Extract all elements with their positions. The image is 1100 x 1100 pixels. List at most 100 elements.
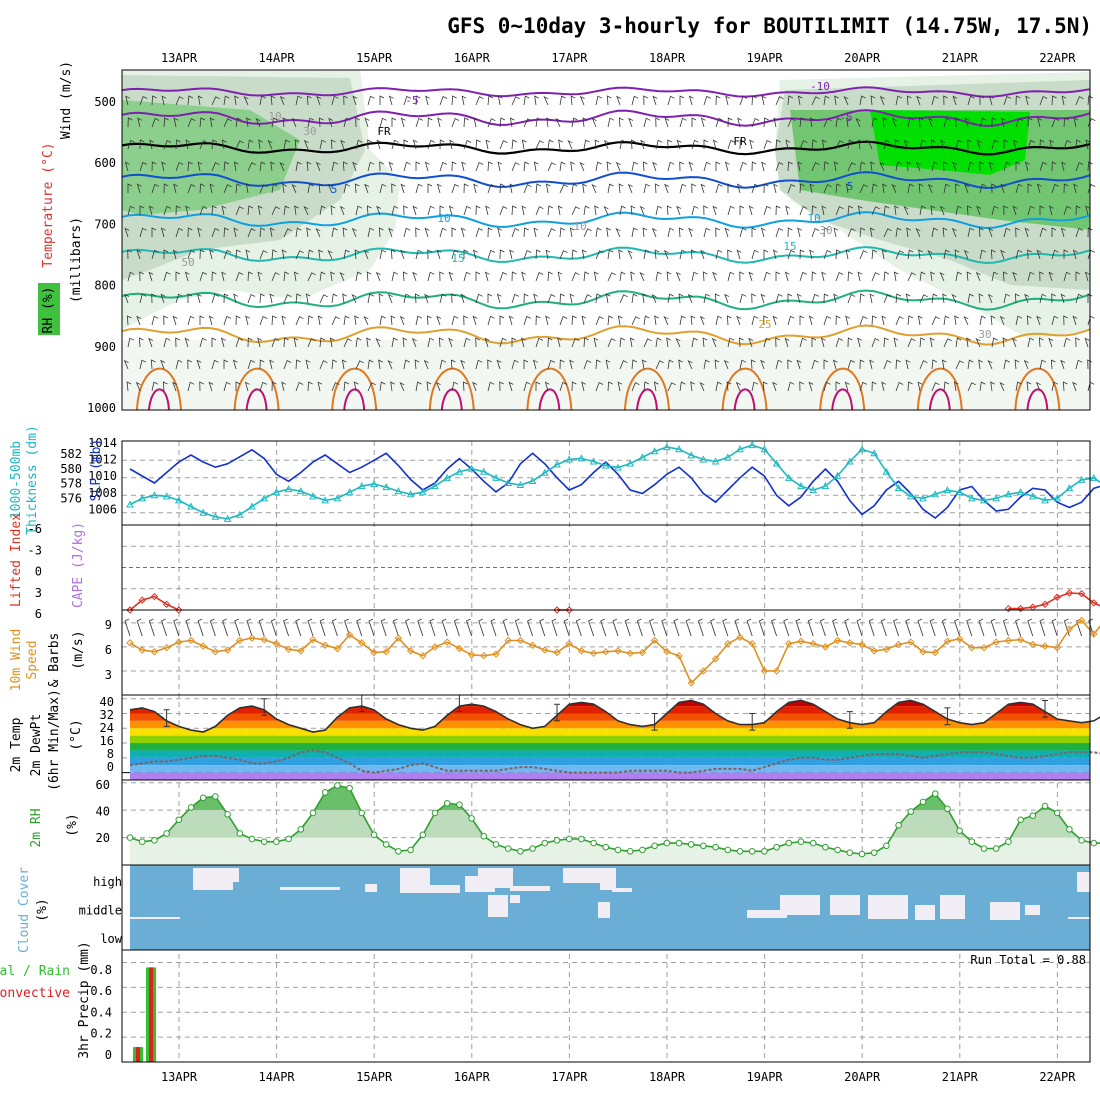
wind-barb (533, 227, 539, 238)
wind-barb (281, 315, 287, 326)
wind10-barb (649, 618, 656, 637)
wind-barb (306, 161, 312, 172)
wind-barb (353, 381, 359, 392)
wind-barb (667, 95, 675, 106)
wind-barb (667, 382, 676, 392)
wind-barb (136, 315, 142, 326)
wind-barb (379, 95, 385, 105)
wind-barb (364, 183, 370, 194)
wind-barb (1084, 271, 1090, 282)
wind-barb (643, 315, 650, 326)
wind-barb (375, 337, 381, 348)
wind-barb (342, 161, 348, 172)
wind-barb (1072, 381, 1078, 392)
wind10-barb (551, 618, 558, 637)
wind-barb (127, 139, 135, 150)
precip-conv-bar (136, 1047, 140, 1062)
wind-barb (823, 118, 832, 128)
wind-barb (319, 271, 326, 282)
wind-barb (988, 227, 994, 238)
wind-barb (631, 293, 638, 304)
wind-barb (930, 139, 936, 150)
thickness-series-point (638, 453, 647, 461)
wind-barb (523, 359, 529, 369)
wind10-series-point (724, 639, 732, 648)
wind-barb (1002, 271, 1008, 282)
wind-barb (461, 161, 466, 172)
wind10-series-point (211, 647, 220, 656)
wind-barb (427, 183, 433, 193)
wind-barb (378, 293, 384, 304)
thickness-series-point (723, 453, 732, 461)
contour-label: 15 (451, 252, 464, 265)
wind-barb (1027, 205, 1035, 216)
wind-barb (199, 140, 208, 150)
wind-barb (172, 249, 178, 260)
wind-barb (303, 139, 309, 150)
wind-barb (1037, 117, 1042, 128)
wind-barb (127, 117, 133, 128)
wind-barb (426, 315, 432, 326)
wind-barb (1073, 117, 1079, 128)
wind-barb (535, 117, 542, 128)
wind-barb (675, 271, 681, 282)
wind-barb (811, 139, 818, 150)
wind-barb (954, 183, 960, 194)
wind-barb (915, 227, 921, 238)
wind-barb (403, 359, 410, 370)
wind-barb (379, 315, 386, 326)
wind-barb (172, 315, 178, 326)
wind-barb (763, 337, 771, 348)
wind-barb (148, 205, 154, 216)
wind-barb (427, 205, 435, 216)
wind-barb (343, 117, 351, 128)
wind10-barb (453, 618, 460, 637)
precip-tick: 0.4 (90, 1005, 112, 1019)
wind-barb (1024, 293, 1030, 304)
wind-barb (679, 315, 686, 326)
wind-barb (354, 183, 360, 194)
wind-barb (1048, 205, 1054, 216)
wind-barb (953, 381, 959, 392)
wind-barb (787, 315, 795, 326)
precip-tick: 0.2 (90, 1027, 112, 1041)
wind-barb (823, 184, 832, 194)
wind-barb (123, 359, 129, 370)
contour-label: 10 (437, 212, 450, 225)
wind-barb (736, 249, 742, 260)
wind-barb (1003, 205, 1008, 216)
wind-barb (859, 161, 866, 172)
wind10-series-point (650, 636, 659, 645)
wind10-barb (661, 618, 668, 637)
wind-barb (390, 315, 396, 326)
wind-barb (979, 117, 987, 128)
wind-barb (943, 338, 952, 348)
wind-barb (211, 271, 217, 282)
contour-label: 50 (181, 256, 194, 269)
wind-barb (559, 381, 567, 392)
wind-barb (544, 381, 550, 392)
rh2m-series-point (1053, 809, 1061, 817)
wind-barb (651, 293, 657, 304)
wind-barb (403, 293, 411, 304)
wind10-barb (893, 618, 900, 637)
wind-barb (208, 315, 214, 326)
wind-barb (955, 139, 963, 150)
wind-barb (499, 140, 508, 150)
contour-label: 10 (268, 110, 281, 123)
warm-contour (721, 367, 768, 411)
wind-barb (883, 359, 892, 370)
wind-barb (655, 360, 664, 370)
wind-barb (930, 205, 936, 216)
wind-barb (583, 271, 590, 282)
rh2m-series-point (968, 838, 976, 845)
wind-barb (547, 359, 555, 370)
rh2m-series-point (980, 845, 988, 852)
wind-barb (737, 117, 742, 128)
wind-barb (1048, 271, 1054, 282)
wind-barb (415, 381, 422, 392)
wind10-barb (697, 618, 704, 637)
wind-barb (487, 95, 494, 106)
thickness-series-point (919, 494, 927, 502)
wind-barb (787, 95, 794, 106)
